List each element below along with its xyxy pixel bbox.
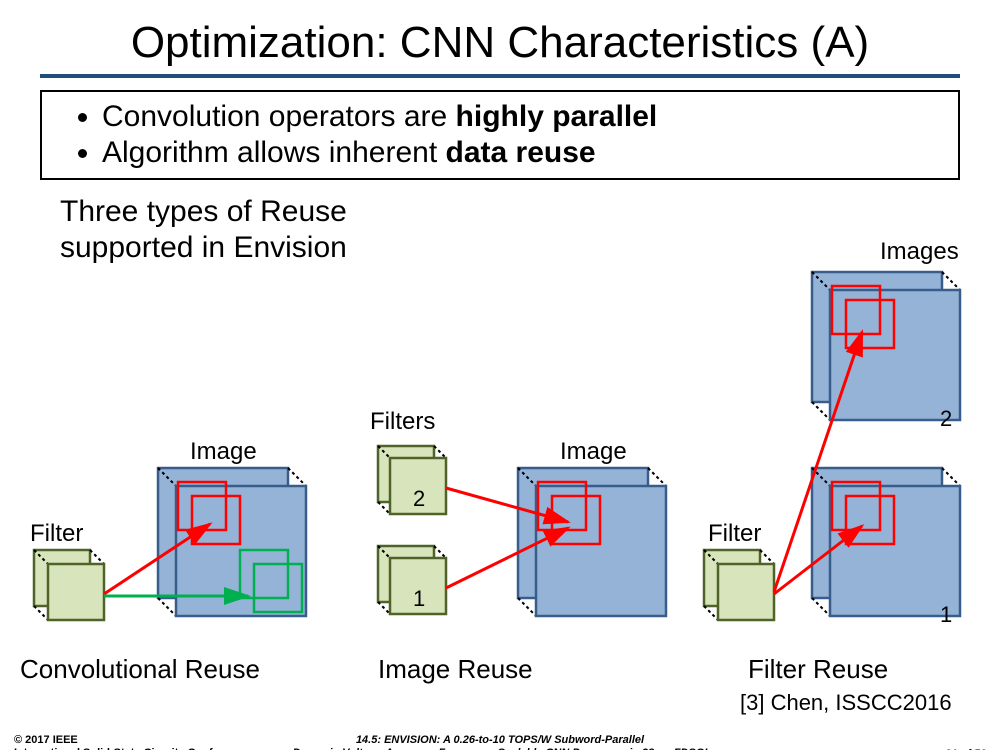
diagram-canvas [0, 18, 1000, 750]
num-filters-1: 1 [413, 586, 425, 612]
label-images: Images [880, 238, 959, 266]
footer-center: 14.5: ENVISION: A 0.26-to-10 TOPS/W Subw… [0, 734, 1000, 750]
reference: [3] Chen, ISSCC2016 [740, 690, 952, 716]
num-filters-2: 2 [413, 486, 425, 512]
label-filter-1: Filter [30, 520, 83, 548]
num-images-1: 1 [940, 602, 952, 628]
label-filters: Filters [370, 408, 435, 436]
num-images-2: 2 [940, 406, 952, 432]
label-filter-2: Filter [708, 520, 761, 548]
caption-conv: Convolutional Reuse [20, 654, 260, 685]
label-image-1: Image [190, 438, 257, 466]
caption-filt: Filter Reuse [748, 654, 888, 685]
slide: { "title": "Optimization: CNN Characteri… [0, 18, 1000, 750]
caption-img: Image Reuse [378, 654, 533, 685]
label-image-2: Image [560, 438, 627, 466]
